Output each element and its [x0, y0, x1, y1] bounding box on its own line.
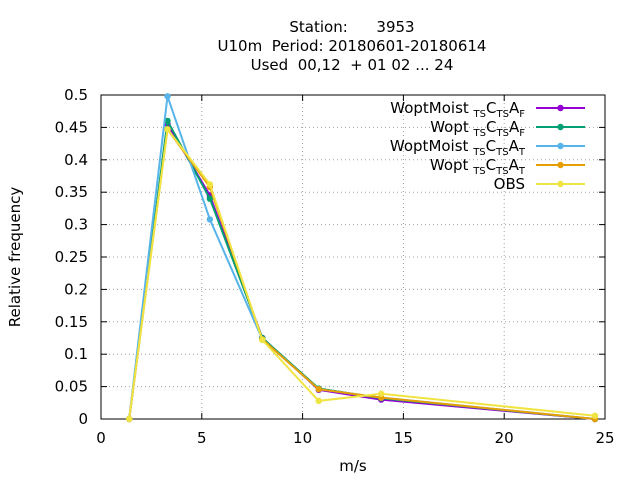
x-tick-label: 5 — [197, 429, 207, 447]
grid — [101, 95, 605, 419]
y-tick-label: 0.25 — [55, 248, 88, 266]
data-point — [164, 93, 171, 100]
series-1 — [126, 117, 599, 423]
series-line-0 — [128, 121, 595, 420]
legend-text-part: OBS — [494, 175, 525, 193]
legend-text-part: C — [486, 137, 496, 155]
legend-subscript: F — [519, 128, 525, 139]
x-tick-label: 20 — [495, 429, 514, 447]
legend-marker-0 — [557, 104, 564, 112]
legend-label-1: Wopt TSCTSAF — [430, 118, 525, 139]
legend-subscript: TS — [473, 128, 486, 139]
legend-label-4: OBS — [494, 175, 525, 193]
series-2 — [126, 93, 599, 423]
legend-marker-2 — [557, 142, 564, 150]
x-axis-label: m/s — [339, 457, 367, 475]
data-point — [206, 181, 214, 188]
axis-ticks: 0 0.05 0.1 0.15 0.2 0.25 0.3 0.35 0.4 0.45 0.5 0 5 10… — [55, 86, 615, 447]
legend-subscript: TS — [495, 166, 508, 177]
legend-text-part: Wopt — [430, 118, 473, 136]
y-tick-label: 0.4 — [64, 151, 88, 169]
series-4 — [126, 126, 599, 423]
data-point — [591, 412, 599, 419]
series-line-2 — [128, 95, 595, 420]
y-tick-label: 0.5 — [64, 86, 88, 104]
x-tick-label: 10 — [293, 429, 312, 447]
y-tick-label: 0.2 — [64, 280, 88, 298]
y-tick-label: 0.1 — [64, 345, 88, 363]
legend-text-part: WoptMoist — [390, 99, 473, 117]
legend-text-part: WoptMoist — [390, 137, 473, 155]
data-point — [378, 390, 385, 397]
legend-label-3: Wopt TSCTSAT — [430, 156, 526, 177]
title-line-1: U10m Period: 20180601-20180614 — [218, 37, 487, 55]
data-point — [259, 336, 266, 344]
x-tick-label: 25 — [595, 429, 614, 447]
series-line-1 — [128, 117, 595, 420]
y-tick-label: 0.3 — [64, 216, 88, 234]
legend-subscript: F — [519, 109, 525, 120]
legend-text-part: A — [509, 118, 520, 136]
legend-label-2: WoptMoist TSCTSAT — [390, 137, 526, 158]
legend-subscript: T — [518, 147, 526, 158]
legend-marker-3 — [557, 161, 564, 169]
legend-label-0: WoptMoist TSCTSAF — [390, 99, 525, 120]
y-tick-label: 0 — [78, 410, 88, 428]
legend-marker-4 — [557, 180, 564, 188]
y-axis-label: Relative frequency — [6, 187, 24, 328]
legend-subscript: T — [518, 166, 526, 177]
legend-subscript: TS — [472, 166, 485, 177]
y-tick-label: 0.15 — [55, 313, 88, 331]
data-point — [126, 415, 133, 423]
data-point — [206, 216, 214, 223]
legend-text-part: A — [509, 137, 520, 155]
legend-marker-1 — [557, 123, 564, 131]
x-tick-label: 0 — [96, 429, 106, 447]
y-tick-label: 0.45 — [55, 118, 88, 136]
legend-text-part: A — [509, 99, 520, 117]
legend-subscript: TS — [472, 147, 485, 158]
data-point — [315, 385, 322, 393]
data-point — [315, 397, 322, 405]
legend-text-part: A — [509, 156, 520, 174]
legend-subscript: TS — [496, 109, 509, 120]
legend-subscript: TS — [495, 147, 508, 158]
legend-text-part: C — [486, 156, 496, 174]
y-tick-label: 0.05 — [55, 378, 88, 396]
series-3 — [126, 126, 599, 423]
legend-text-part: C — [486, 118, 496, 136]
title-line-2: Used 00,12 + 01 02 ... 24 — [251, 56, 454, 74]
data-point — [164, 117, 171, 125]
series — [126, 93, 599, 423]
series-line-3 — [128, 126, 595, 420]
legend-text-part: C — [486, 99, 496, 117]
legend-subscript: TS — [496, 128, 509, 139]
y-tick-label: 0.35 — [55, 183, 88, 201]
legend-text-part: Wopt — [430, 156, 473, 174]
title-line-0: Station: 3953 — [289, 18, 414, 36]
legend-subscript: TS — [473, 109, 486, 120]
data-point — [206, 195, 214, 202]
x-tick-label: 15 — [394, 429, 413, 447]
data-point — [164, 126, 171, 133]
